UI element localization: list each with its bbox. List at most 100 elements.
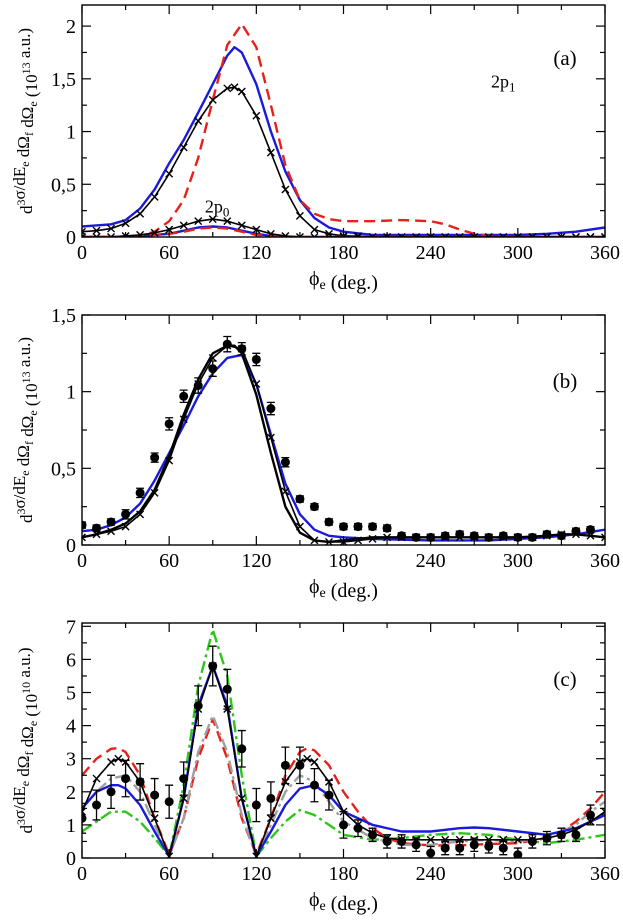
series-line — [82, 86, 605, 237]
x-tick-label: 120 — [241, 863, 271, 885]
x-tick-label: 240 — [416, 550, 446, 572]
data-point — [150, 453, 160, 463]
cross-marker — [237, 794, 246, 803]
x-tick-label: 360 — [590, 550, 620, 572]
cross-marker — [303, 754, 312, 763]
chart-panel-c: 0 60 120 180 240 300 360 0 1 2 3 4 5 6 7 ϕe (deg.) d3σ/d… — [10, 616, 620, 915]
y-tick-label: 2 — [66, 782, 76, 804]
x-tick-label: 60 — [159, 863, 179, 885]
y-tick-label: 1,5 — [51, 69, 76, 91]
cross-marker — [368, 534, 377, 543]
cross-marker — [237, 87, 246, 96]
data-point — [455, 529, 465, 539]
data-point — [411, 840, 421, 850]
data-point — [208, 661, 218, 671]
data-point — [324, 517, 334, 527]
data-point — [353, 823, 363, 833]
data-point — [542, 833, 552, 843]
cross-marker — [237, 221, 246, 230]
data-point — [295, 494, 305, 504]
data-point — [498, 531, 508, 541]
cross-marker — [397, 233, 406, 237]
x-axis-label: ϕe (deg.) — [309, 576, 378, 602]
y-tick-label: 0 — [66, 535, 76, 557]
data-point — [121, 774, 131, 784]
cross-marker — [571, 233, 580, 237]
data-point — [527, 836, 537, 846]
y-tick-label: 1 — [66, 382, 76, 404]
cross-marker — [601, 533, 605, 542]
cross-marker — [470, 233, 479, 237]
cross-marker — [295, 522, 304, 531]
cross-marker — [426, 233, 435, 237]
data-point — [266, 793, 276, 803]
series-red-dashed — [82, 717, 605, 856]
cross-marker — [354, 233, 363, 237]
cross-marker — [383, 233, 392, 237]
series-group — [82, 628, 605, 858]
data-point — [368, 522, 378, 532]
cross-marker — [266, 148, 275, 157]
y-tick-label: 1 — [66, 815, 76, 837]
cross-marker — [324, 233, 333, 237]
cross-marker — [310, 233, 319, 237]
data-point — [164, 797, 174, 807]
data-point — [440, 531, 450, 541]
x-tick-label: 120 — [241, 550, 271, 572]
cross-marker — [441, 835, 450, 844]
data-point — [397, 531, 407, 541]
cross-marker — [295, 211, 304, 220]
y-tick-label: 2 — [66, 16, 76, 38]
data-point — [82, 520, 87, 530]
data-point — [179, 391, 189, 401]
cross-marker — [383, 533, 392, 542]
x-tick-label: 60 — [159, 242, 179, 264]
cross-marker — [557, 233, 566, 237]
x-tick-label: 0 — [77, 550, 87, 572]
data-point — [397, 836, 407, 846]
data-point — [266, 404, 276, 414]
data-point — [556, 830, 566, 840]
cross-marker — [136, 209, 145, 218]
y-tick-label: 0 — [66, 848, 76, 870]
data-point — [222, 339, 232, 349]
data-point — [484, 532, 494, 542]
cross-marker — [107, 758, 116, 767]
cross-marker — [266, 433, 275, 442]
series-experiment — [82, 645, 595, 858]
y-tick-label: 5 — [66, 683, 76, 705]
cross-marker — [194, 217, 203, 226]
cross-marker — [179, 143, 188, 152]
cross-marker — [281, 487, 290, 496]
data-point — [469, 531, 479, 541]
series-line — [82, 664, 605, 858]
y-axis-label: d3σ/dEe dΩf dΩe (1013 a.u.) — [10, 28, 41, 214]
cross-marker — [121, 522, 130, 531]
cross-marker — [150, 192, 159, 201]
cross-marker — [354, 536, 363, 545]
panel-label: (b) — [553, 369, 578, 393]
series-2p1-blue — [82, 46, 605, 237]
cross-marker — [223, 217, 232, 226]
data-point — [193, 701, 203, 711]
x-tick-label: 300 — [503, 863, 533, 885]
data-point — [150, 790, 160, 800]
x-tick-label: 240 — [416, 242, 446, 264]
data-point — [324, 790, 334, 800]
cross-marker — [82, 233, 86, 237]
data-point — [339, 522, 348, 532]
y-axis-label: d3σ/dEe dΩf dΩe (1013 a.u.) — [10, 337, 41, 523]
cross-marker — [426, 835, 435, 844]
cross-marker — [165, 456, 174, 465]
data-point — [92, 800, 102, 810]
data-point — [556, 531, 566, 541]
cross-marker — [586, 233, 595, 237]
cross-marker — [339, 233, 348, 237]
series-green-dash-dot — [82, 628, 605, 858]
data-point — [106, 517, 116, 527]
cross-marker — [92, 226, 101, 235]
panel-label: (a) — [553, 46, 576, 70]
cross-marker — [252, 380, 261, 388]
cross-marker — [194, 117, 203, 125]
